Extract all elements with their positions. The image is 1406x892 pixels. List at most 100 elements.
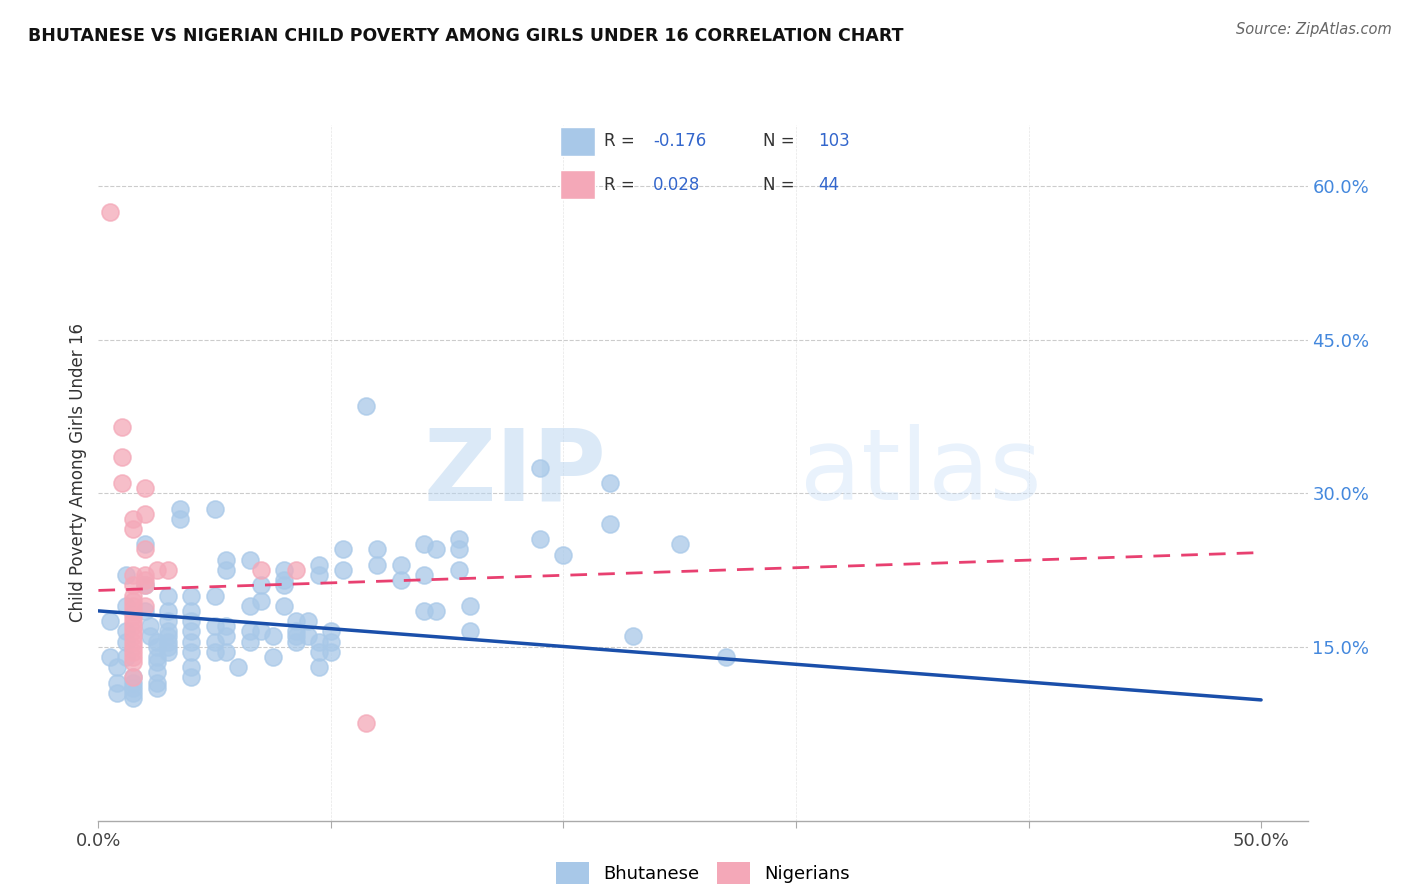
Point	[273, 563, 295, 577]
Point	[413, 568, 436, 582]
Point	[319, 645, 342, 659]
Point	[332, 542, 354, 557]
Point	[204, 589, 226, 603]
Point	[134, 507, 156, 521]
Point	[250, 593, 273, 607]
Point	[447, 542, 470, 557]
Point	[180, 670, 202, 684]
Point	[180, 589, 202, 603]
Point	[239, 599, 262, 613]
Point	[122, 593, 145, 607]
Point	[122, 675, 145, 690]
Point	[134, 542, 156, 557]
Point	[145, 649, 167, 664]
Point	[157, 640, 180, 654]
Point	[105, 686, 128, 700]
Point	[157, 624, 180, 639]
Point	[425, 542, 447, 557]
Point	[215, 563, 238, 577]
Point	[105, 660, 128, 674]
Point	[122, 649, 145, 664]
Point	[122, 630, 145, 644]
Point	[122, 670, 145, 684]
Point	[180, 660, 202, 674]
Legend: Bhutanese, Nigerians: Bhutanese, Nigerians	[548, 855, 858, 892]
Point	[447, 533, 470, 547]
Point	[180, 645, 202, 659]
Point	[122, 645, 145, 659]
Point	[273, 578, 295, 592]
Point	[115, 649, 138, 664]
Point	[134, 578, 156, 592]
Point	[138, 619, 160, 633]
Point	[134, 537, 156, 551]
Point	[122, 604, 145, 618]
Point	[157, 589, 180, 603]
Point	[668, 537, 690, 551]
Point	[138, 630, 160, 644]
Point	[389, 558, 412, 572]
Y-axis label: Child Poverty Among Girls Under 16: Child Poverty Among Girls Under 16	[69, 323, 87, 623]
Point	[308, 558, 330, 572]
Point	[250, 578, 273, 592]
Point	[308, 645, 330, 659]
Point	[204, 501, 226, 516]
Point	[250, 624, 273, 639]
Point	[215, 552, 238, 567]
Point	[134, 578, 156, 592]
Text: BHUTANESE VS NIGERIAN CHILD POVERTY AMONG GIRLS UNDER 16 CORRELATION CHART: BHUTANESE VS NIGERIAN CHILD POVERTY AMON…	[28, 27, 904, 45]
Point	[111, 475, 134, 490]
Point	[529, 460, 551, 475]
Point	[389, 573, 412, 587]
Point	[297, 614, 319, 628]
Point	[226, 660, 249, 674]
Point	[529, 533, 551, 547]
Point	[285, 634, 308, 648]
Point	[122, 670, 145, 684]
Point	[354, 716, 377, 731]
Point	[413, 604, 436, 618]
Point	[460, 599, 482, 613]
Point	[250, 563, 273, 577]
Point	[122, 690, 145, 705]
Point	[145, 640, 167, 654]
Point	[285, 614, 308, 628]
Point	[204, 645, 226, 659]
Point	[169, 501, 191, 516]
Point	[599, 475, 621, 490]
Point	[122, 578, 145, 592]
Point	[122, 634, 145, 648]
Point	[115, 599, 138, 613]
Point	[273, 599, 295, 613]
Point	[157, 630, 180, 644]
Point	[122, 512, 145, 526]
Point	[157, 645, 180, 659]
Point	[308, 660, 330, 674]
Point	[239, 552, 262, 567]
Point	[716, 649, 738, 664]
Point	[105, 675, 128, 690]
Point	[122, 568, 145, 582]
Point	[180, 604, 202, 618]
Point	[413, 537, 436, 551]
Point	[460, 624, 482, 639]
Point	[111, 450, 134, 465]
Point	[180, 634, 202, 648]
Point	[285, 624, 308, 639]
Point	[308, 634, 330, 648]
Point	[145, 665, 167, 680]
Point	[134, 604, 156, 618]
Point	[115, 624, 138, 639]
Point	[122, 614, 145, 628]
Point	[553, 548, 575, 562]
Point	[319, 624, 342, 639]
Point	[262, 649, 284, 664]
Point	[262, 630, 284, 644]
Point	[239, 634, 262, 648]
Point	[308, 568, 330, 582]
Point	[145, 634, 167, 648]
Point	[157, 563, 180, 577]
Point	[621, 630, 644, 644]
Text: ZIP: ZIP	[423, 425, 606, 521]
Point	[122, 655, 145, 669]
